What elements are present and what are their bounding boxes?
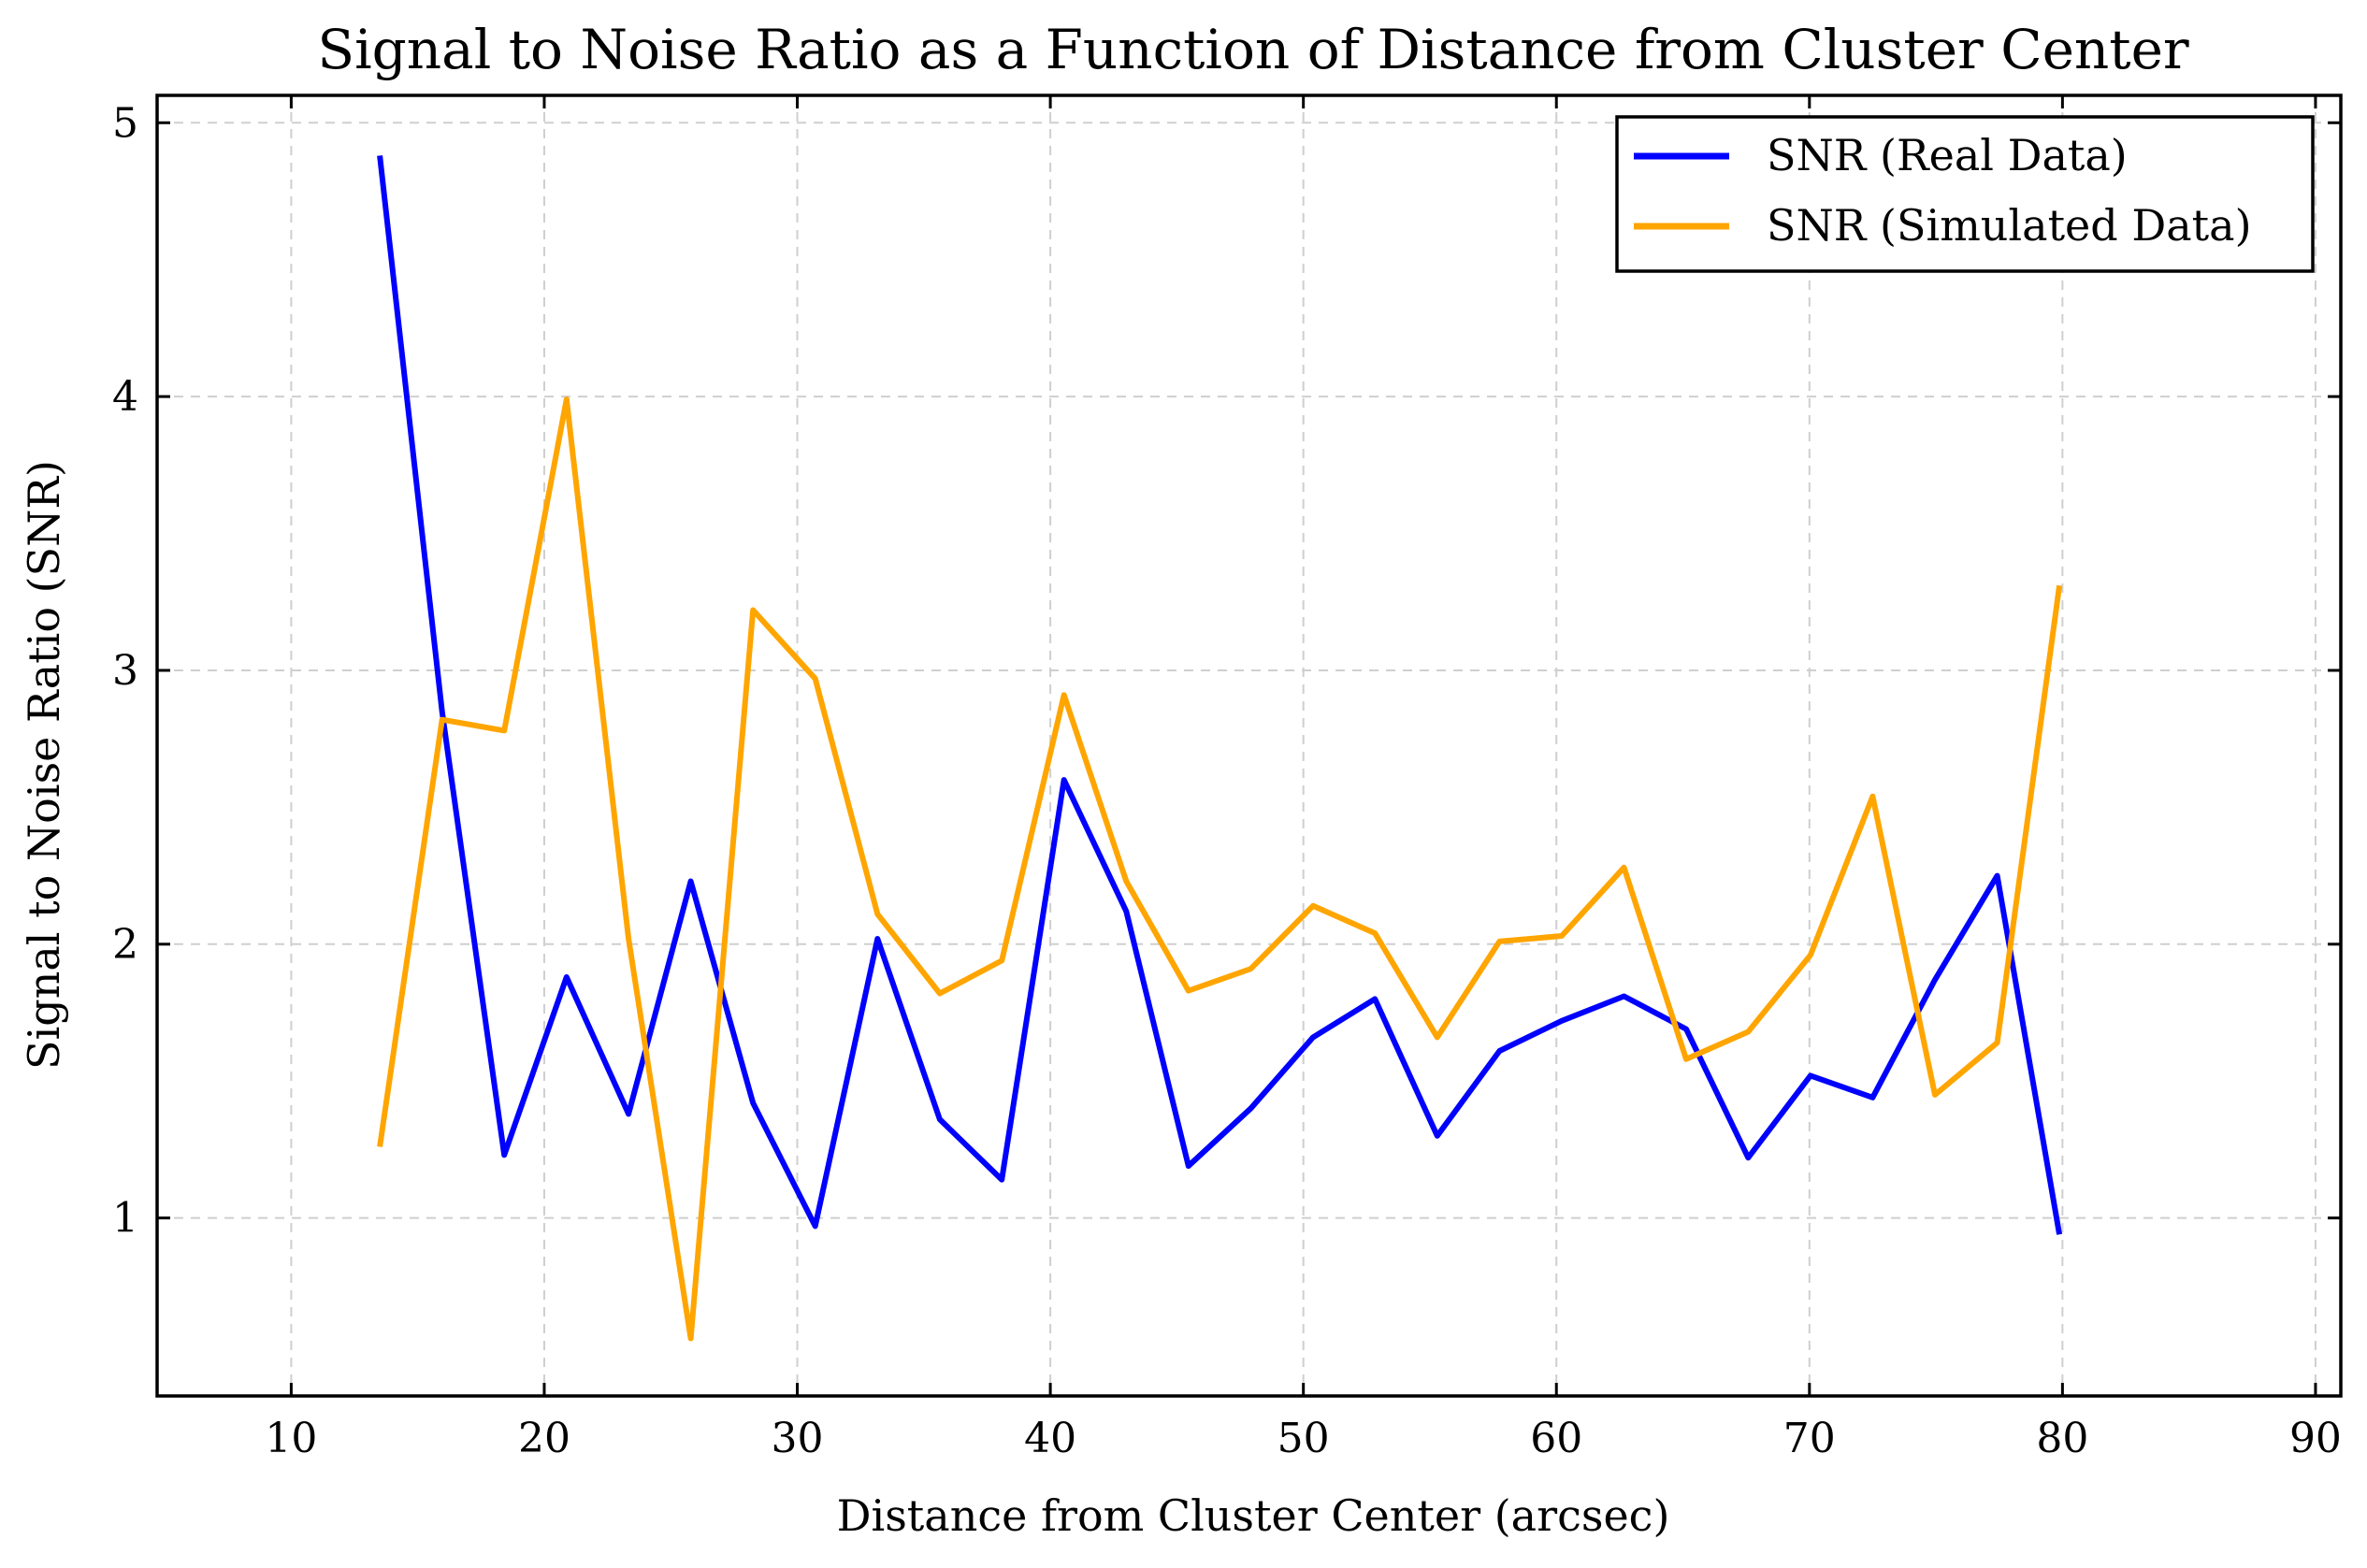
axes-frame [155, 94, 2343, 1398]
y-tick-label: 4 [112, 373, 138, 421]
simulated-data-series-line [377, 396, 2063, 1342]
x-tick-label: 20 [518, 1415, 570, 1462]
tick-layer: 10 20 30 40 50 60 70 80 90 1 2 3 4 5 [112, 95, 2342, 1462]
legend-label-simulated: SNR (Simulated Data) [1767, 200, 2252, 251]
x-tick-label: 40 [1024, 1415, 1076, 1462]
x-tick-label: 50 [1277, 1415, 1330, 1462]
legend-label-real: SNR (Real Data) [1767, 130, 2128, 180]
y-tick-label: 5 [112, 99, 138, 147]
x-tick-label: 80 [2036, 1415, 2088, 1462]
series-layer [377, 155, 2063, 1342]
y-tick-label: 1 [112, 1195, 138, 1243]
legend-box [1615, 115, 2315, 273]
x-tick-label: 10 [265, 1415, 317, 1462]
legend: SNR (Real Data) SNR (Simulated Data) [1615, 115, 2315, 273]
x-tick-label: 90 [2289, 1415, 2342, 1462]
x-axis-label: Distance from Cluster Center (arcsec) [837, 1490, 1670, 1541]
x-tick-label: 70 [1783, 1415, 1836, 1462]
x-tick-label: 60 [1530, 1415, 1582, 1462]
x-tick-label: 30 [772, 1415, 824, 1462]
y-tick-label: 2 [112, 921, 138, 969]
real-data-series-line [377, 155, 2063, 1235]
chart-title: Signal to Noise Ratio as a Function of D… [317, 18, 2189, 81]
y-tick-label: 3 [112, 647, 138, 695]
grid-layer [157, 95, 2341, 1396]
y-axis-label: Signal to Noise Ratio (SNR) [19, 460, 69, 1070]
